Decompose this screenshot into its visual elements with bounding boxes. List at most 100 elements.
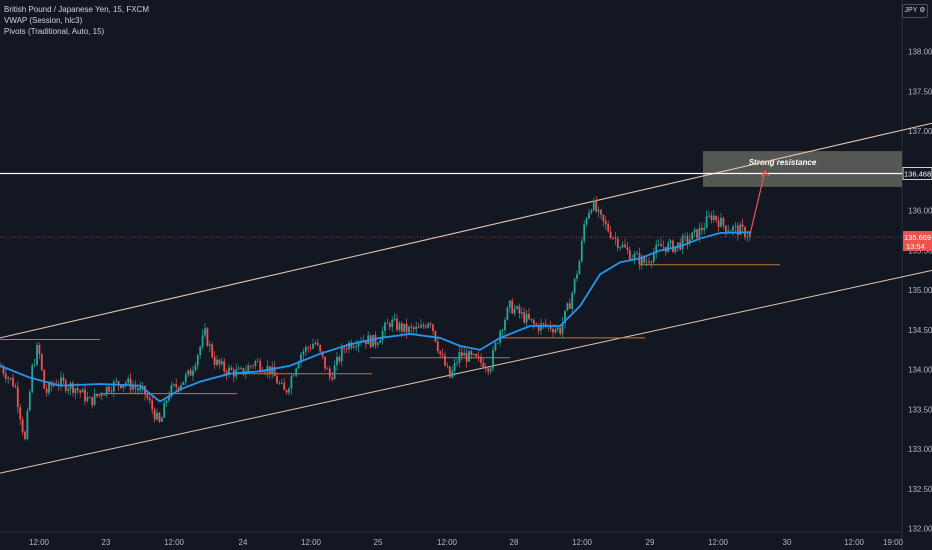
candle-body [72,382,74,393]
candle-body [218,359,221,365]
candle-body [511,300,514,314]
vwap-line [0,231,751,403]
candle-body [712,215,715,220]
candle-body [177,387,180,390]
candle-body [662,246,665,248]
channel-upper-line[interactable] [0,122,932,339]
candle-body [79,390,82,393]
candle-body [16,387,19,407]
candle-body [86,397,89,402]
symbol-title[interactable]: British Pound / Japanese Yen, 15, FXCM [4,5,149,14]
candle-body [489,368,492,372]
candle-body [619,247,622,249]
candle-body [614,237,617,239]
candle-body [165,400,168,403]
candle-body [252,365,254,367]
pivots-indicator-label[interactable]: Pivots (Traditional, Auto, 15) [4,27,105,36]
y-tick-label: 137.000 [908,127,932,136]
candle-body [444,355,446,366]
candle-body [338,356,341,362]
candle-body [561,323,564,334]
candle-body [304,347,307,352]
x-tick-label: 12:00 [437,538,458,547]
x-tick-label: 12:00 [844,538,865,547]
channel-lower-line[interactable] [0,269,932,474]
current-price-badge [903,231,932,252]
candle-body [453,363,456,371]
candle-body [624,244,626,248]
candle-body [295,368,298,376]
candle-body [98,394,101,397]
candle-body [427,323,430,328]
candle-body [508,300,511,308]
candle-body [537,325,540,331]
x-tick-label: 24 [239,538,248,547]
candle-body [242,367,245,375]
candle-body [280,382,283,384]
candle-body [340,347,343,362]
candle-body [103,394,106,396]
candle-body [189,370,192,376]
candle-body [76,388,79,391]
candle-body [336,356,338,366]
candle-body [520,312,523,314]
x-tick-label: 12:00 [29,538,50,547]
vwap-indicator-label[interactable]: VWAP (Session, hlc3) [4,16,83,25]
candle-body [201,335,204,347]
x-tick-label: 28 [510,538,519,547]
candle-body [84,389,86,402]
candle-body [316,342,319,346]
candle-body [722,217,725,226]
candle-body [271,366,274,374]
candle-body [484,368,487,370]
resistance-zone[interactable] [703,151,902,187]
candle-body [684,236,686,237]
candle-body [350,342,353,348]
candle-body [273,366,276,377]
projection-arrow[interactable] [749,170,766,235]
candle-body [676,242,679,247]
candle-body [451,370,454,378]
candle-body [105,386,108,395]
candle-body [62,377,65,381]
candle-body [472,353,475,355]
candle-body [448,366,451,378]
candle-body [96,393,98,397]
candle-body [43,369,46,389]
candle-body [612,237,614,239]
candle-body [636,253,638,255]
candle-body [633,253,636,259]
candle-body [597,209,600,212]
candle-body [292,375,295,377]
candle-body [410,326,413,328]
candle-body [379,340,382,344]
candle-body [348,342,350,350]
candle-body [434,330,437,342]
candle-body [148,397,151,401]
candle-body [703,228,706,231]
x-tick-label: 19:00 [883,538,904,547]
y-tick-label: 138.000 [908,48,932,57]
candle-body [552,328,554,333]
currency-badge[interactable]: JPY ⚙ [902,4,928,18]
candle-body [739,224,742,236]
candle-body [460,352,463,356]
candle-body [170,385,173,397]
y-tick-label: 135.000 [908,286,932,295]
candle-body [564,310,566,324]
candle-body [583,224,586,241]
candle-body [81,389,84,393]
candle-body [396,318,398,330]
candle-body [26,410,29,440]
candle-body [300,354,302,363]
candle-body [194,365,197,371]
candle-body [657,244,660,245]
candle-body [312,343,314,349]
y-tick-label: 136.000 [908,207,932,216]
candle-body [220,361,223,365]
y-tick-label: 133.000 [908,445,932,454]
candle-body [504,319,506,331]
candle-body [710,215,713,220]
candle-body [544,323,547,326]
